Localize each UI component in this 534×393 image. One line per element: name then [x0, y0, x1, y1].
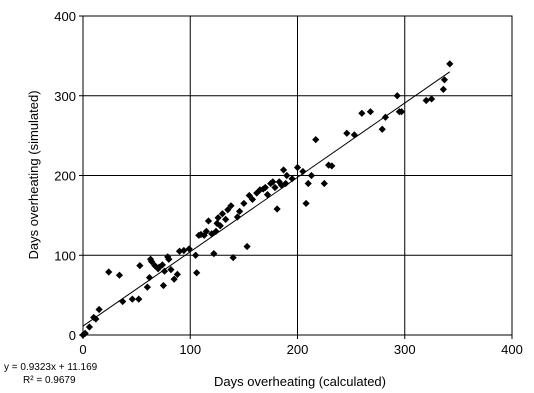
data-point — [283, 171, 291, 180]
x-axis-ticks: 0 100 200 300 400 — [79, 335, 523, 357]
data-point — [325, 161, 333, 169]
data-point — [128, 295, 136, 303]
data-point — [212, 227, 220, 235]
data-point — [143, 283, 151, 291]
data-point — [350, 131, 358, 139]
data-point — [160, 267, 169, 275]
data-point — [328, 162, 336, 170]
data-point — [180, 246, 188, 255]
data-point — [248, 195, 257, 204]
data-point — [269, 178, 277, 186]
data-point — [320, 179, 328, 188]
r-squared-annotation: R² = 0.9679 — [23, 375, 76, 386]
data-point — [439, 85, 447, 93]
data-point — [158, 261, 166, 269]
trendline — [82, 71, 451, 327]
data-point — [229, 254, 237, 262]
data-point — [105, 268, 113, 276]
x-tick-label: 400 — [501, 342, 523, 357]
data-point — [227, 202, 235, 210]
data-point — [253, 189, 261, 197]
y-tick-label: 200 — [54, 169, 76, 184]
data-point — [170, 275, 178, 283]
y-tick-label: 0 — [69, 328, 76, 343]
data-points — [79, 60, 454, 339]
data-point — [288, 175, 296, 183]
x-tick-label: 0 — [79, 342, 86, 357]
data-point — [393, 92, 401, 100]
data-point — [136, 262, 144, 270]
data-point — [192, 251, 200, 259]
data-point — [185, 245, 193, 253]
data-point — [210, 250, 218, 258]
data-point — [427, 95, 436, 103]
equation-annotation: y = 0.9323x + 11.169 — [4, 362, 98, 373]
data-point — [343, 129, 351, 137]
data-point — [263, 191, 272, 199]
data-point — [279, 166, 288, 174]
data-point — [165, 255, 173, 263]
x-tick-label: 100 — [179, 342, 201, 357]
data-point — [282, 179, 290, 188]
data-point — [235, 207, 244, 215]
data-point — [422, 96, 430, 105]
data-point — [277, 181, 286, 189]
data-point — [366, 108, 375, 116]
data-point — [148, 258, 156, 266]
y-tick-label: 400 — [54, 9, 76, 24]
data-point — [173, 270, 181, 278]
data-point — [233, 213, 242, 221]
x-tick-label: 300 — [394, 342, 416, 357]
data-point — [119, 297, 127, 306]
data-point — [302, 199, 310, 208]
data-point — [304, 179, 312, 188]
gridlines — [83, 16, 512, 335]
data-point — [193, 269, 201, 277]
data-point — [312, 136, 320, 144]
data-point — [216, 222, 224, 230]
data-point — [167, 266, 175, 274]
data-point — [307, 171, 316, 180]
data-point — [378, 125, 386, 133]
data-point — [358, 109, 366, 117]
data-point — [397, 108, 406, 116]
data-point — [204, 217, 213, 225]
y-tick-label: 300 — [54, 89, 76, 104]
y-axis-label: Days overheating (simulated) — [26, 90, 41, 259]
data-point — [275, 178, 283, 186]
data-point — [243, 242, 251, 251]
data-point — [135, 295, 143, 303]
x-axis-label: Days overheating (calculated) — [214, 374, 386, 389]
data-point — [115, 271, 124, 279]
data-point — [90, 313, 98, 322]
data-point — [214, 214, 222, 222]
data-point — [218, 210, 227, 218]
data-point — [81, 329, 89, 338]
data-point — [440, 76, 449, 84]
data-point — [245, 191, 253, 200]
data-point — [224, 206, 232, 214]
data-point — [222, 215, 230, 223]
data-point — [145, 273, 154, 282]
data-point — [95, 305, 103, 314]
data-point — [256, 186, 264, 194]
data-point — [271, 183, 279, 192]
data-point — [92, 315, 100, 323]
data-point — [261, 183, 269, 192]
data-point — [446, 60, 454, 68]
data-point — [293, 163, 302, 172]
data-point — [273, 205, 281, 213]
data-point — [159, 281, 168, 290]
y-axis-ticks: 0 100 200 300 400 — [54, 9, 83, 343]
data-point — [299, 167, 307, 176]
data-point — [155, 263, 163, 271]
data-point — [240, 199, 248, 208]
data-point — [202, 227, 210, 235]
data-point — [85, 323, 94, 331]
data-point — [381, 113, 390, 121]
x-tick-label: 200 — [287, 342, 309, 357]
y-tick-label: 100 — [54, 248, 76, 263]
